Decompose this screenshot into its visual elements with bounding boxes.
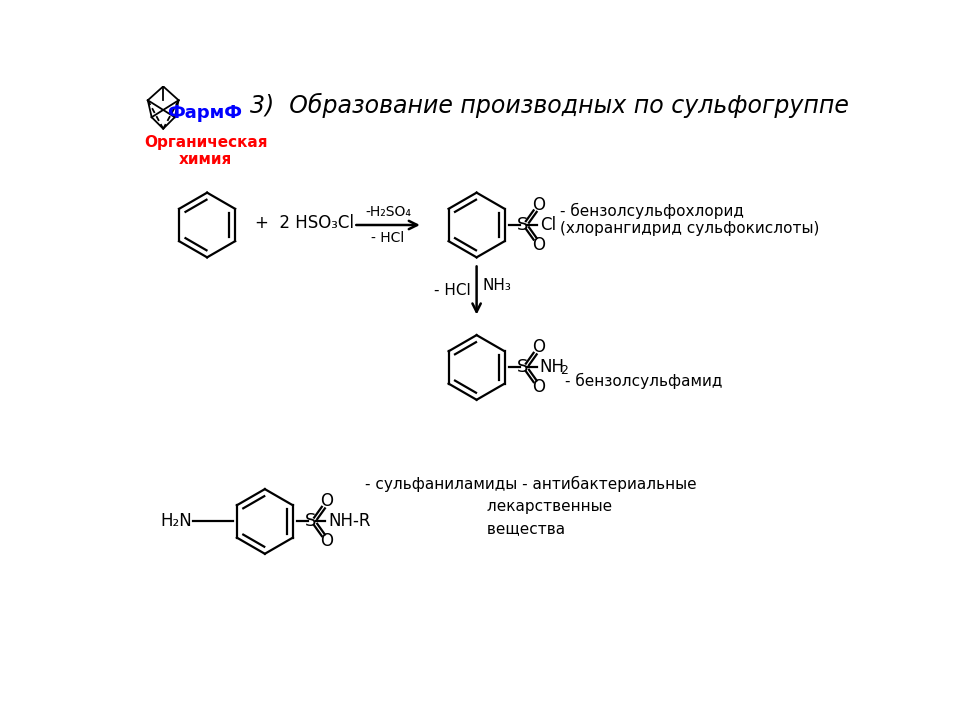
Text: Органическая
химия: Органическая химия [144,135,268,167]
Text: - HCl: - HCl [372,231,405,245]
Text: ФармФ: ФармФ [167,104,242,122]
Text: - HCl: - HCl [434,283,470,298]
Text: - бензолсульфохлорид: - бензолсульфохлорид [560,203,744,219]
Text: +  2 HSO₃Cl: + 2 HSO₃Cl [254,214,354,232]
Text: S: S [517,216,529,234]
Text: O: O [532,338,544,356]
Text: O: O [320,533,333,551]
Text: O: O [320,492,333,510]
Text: 2: 2 [560,364,567,377]
Text: NH₃: NH₃ [483,279,512,293]
Text: -H₂SO₄: -H₂SO₄ [365,204,411,219]
Text: - сульфаниламиды - антибактериальные
                         лекарственные
    : - сульфаниламиды - антибактериальные лек… [365,476,697,536]
Text: Cl: Cl [540,216,556,234]
Text: NH-R: NH-R [328,513,371,531]
Text: O: O [532,379,544,397]
Text: NH: NH [540,359,564,377]
Text: O: O [532,196,544,214]
Text: S: S [517,359,529,377]
Text: (хлорангидрид сульфокислоты): (хлорангидрид сульфокислоты) [560,221,819,236]
Text: 3)  Образование производных по сульфогруппе: 3) Образование производных по сульфогруп… [251,93,850,118]
Text: S: S [305,513,317,531]
Text: O: O [532,236,544,254]
Text: - бензолсульфамид: - бензолсульфамид [565,373,723,390]
Text: H₂N: H₂N [160,513,192,531]
